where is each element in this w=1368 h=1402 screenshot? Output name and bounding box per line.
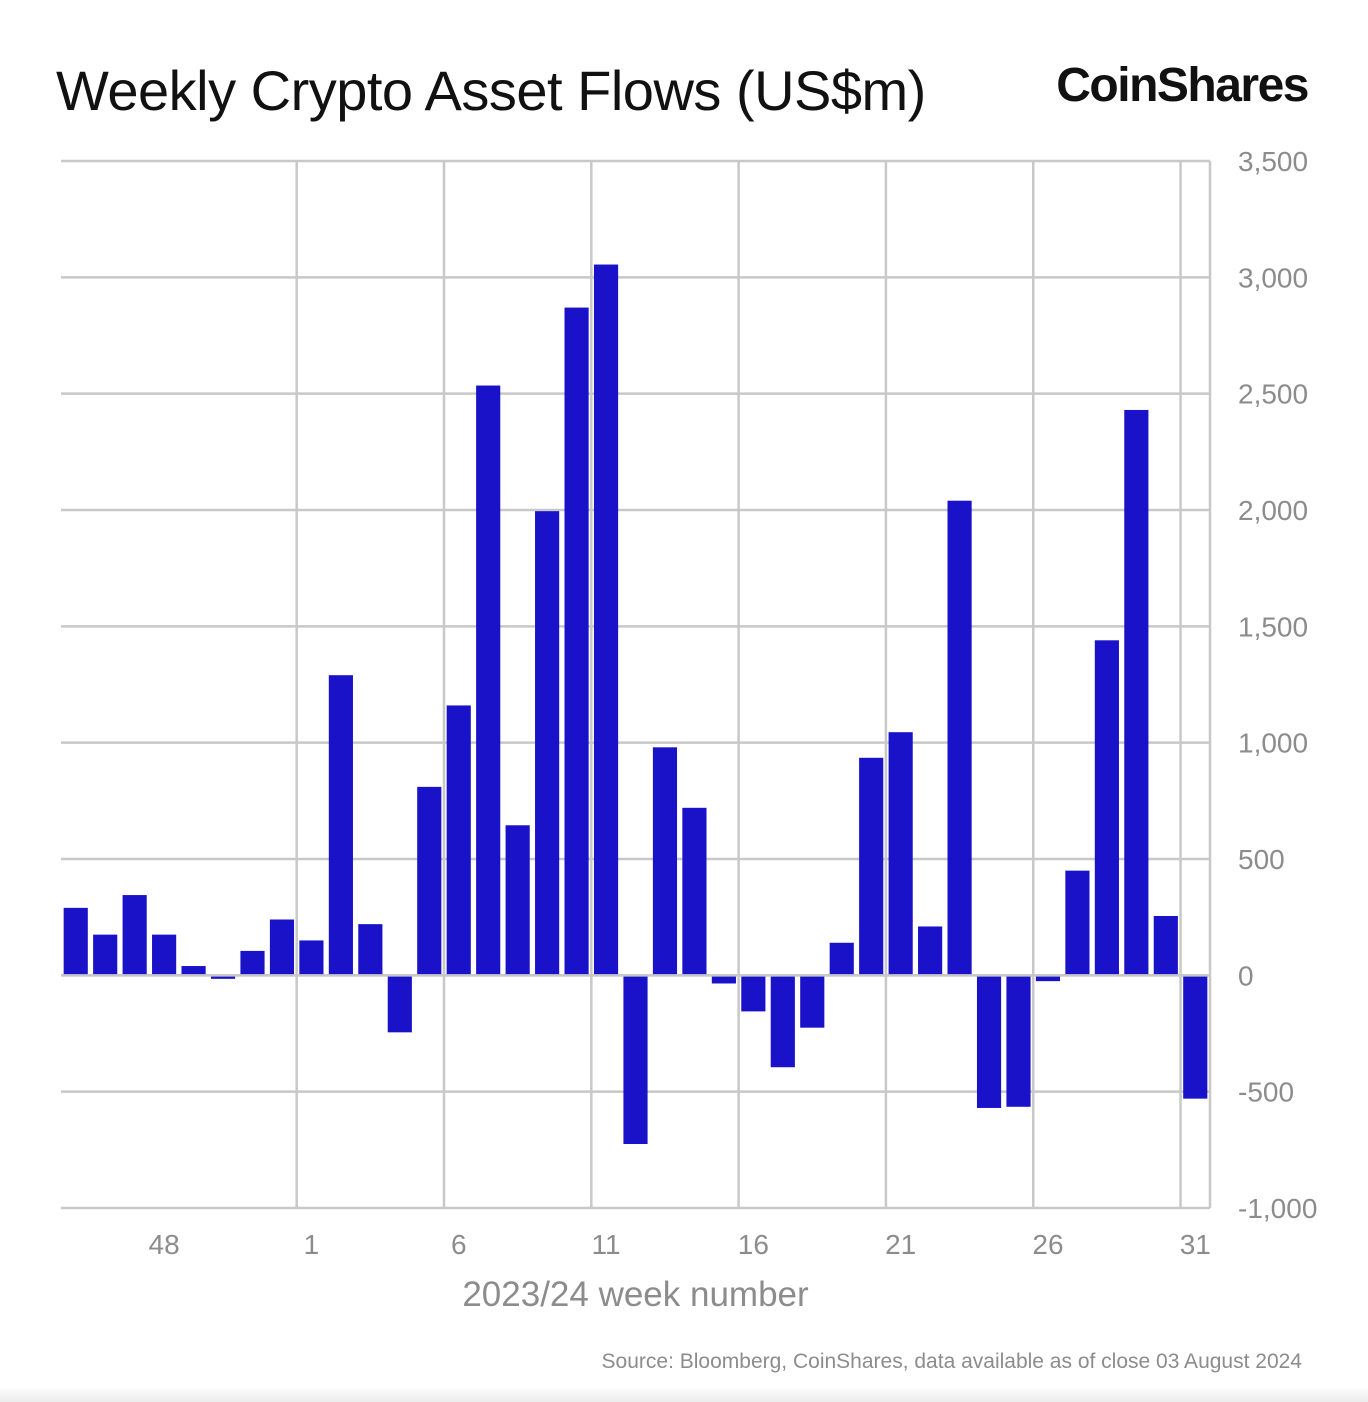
bar-week-1 — [299, 940, 324, 976]
bar-week-28 — [1094, 640, 1119, 976]
bar-week-3 — [358, 924, 383, 976]
bar-week-5 — [417, 786, 442, 976]
bar-week-8 — [505, 825, 530, 976]
bar-week-50 — [210, 975, 236, 979]
axes — [61, 161, 1212, 1208]
x-tick-labels: 48 1 6 11 16 21 26 31 — [149, 1229, 1211, 1260]
bar-week-19 — [829, 942, 854, 976]
x-tick-label: 1 — [304, 1229, 320, 1260]
source-note: Source: Bloomberg, CoinShares, data avai… — [601, 1350, 1302, 1373]
bar-week-10 — [564, 307, 589, 976]
bar-week-27 — [1065, 870, 1090, 976]
bar-week-31 — [1183, 975, 1208, 1099]
x-tick-label: 11 — [591, 1229, 620, 1260]
coinshares-logo: CoinShares — [1056, 59, 1309, 112]
bar-week-29 — [1124, 409, 1149, 976]
chart-title: Weekly Crypto Asset Flows (US$m) — [56, 59, 926, 122]
bar-week-24 — [976, 975, 1002, 1108]
bar-week-17 — [770, 975, 795, 1068]
bottom-edge-shadow — [0, 1386, 1368, 1402]
y-tick-label: 0 — [1238, 960, 1254, 991]
bar-week-18 — [800, 975, 825, 1028]
x-tick-label: 21 — [885, 1229, 916, 1260]
bar-week-12 — [623, 975, 648, 1145]
x-tick-label: 31 — [1180, 1229, 1211, 1260]
bar-week-23 — [947, 500, 972, 976]
bar-week-9 — [535, 511, 560, 976]
x-tick-label: 26 — [1032, 1229, 1063, 1260]
bar-week-7 — [476, 385, 501, 976]
bar-week-6 — [446, 705, 471, 976]
bar-week-52 — [269, 919, 295, 976]
bar-week-46 — [93, 934, 118, 976]
bar-week-16 — [741, 975, 766, 1012]
bar-week-48 — [152, 934, 177, 976]
bar-week-4 — [387, 975, 412, 1033]
bar-week-15 — [711, 975, 736, 984]
x-tick-label: 48 — [149, 1229, 180, 1260]
bar-week-49 — [181, 966, 206, 976]
bar-week-20 — [859, 757, 884, 976]
bar-week-2 — [328, 675, 353, 976]
bar-week-14 — [682, 807, 707, 976]
y-tick-label: -1,000 — [1238, 1193, 1317, 1224]
bar-week-25 — [1006, 975, 1031, 1107]
bar-week-22 — [918, 926, 943, 976]
x-tick-label: 16 — [738, 1229, 769, 1260]
bar-week-26 — [1035, 975, 1061, 982]
x-axis-label: 2023/24 week number — [462, 1275, 809, 1314]
bar-week-30 — [1153, 916, 1178, 976]
bar-week-13 — [652, 747, 678, 976]
bar-week-47 — [122, 895, 147, 976]
bar-chart: 3,500 3,000 2,500 2,000 1,500 1,000 500 0 -500 -1… — [61, 146, 1317, 1314]
y-tick-label: 500 — [1238, 844, 1285, 875]
y-tick-label: -500 — [1238, 1077, 1294, 1108]
bars — [63, 264, 1208, 1145]
y-tick-label: 2,500 — [1238, 379, 1308, 410]
y-tick-label: 2,000 — [1238, 495, 1308, 526]
bar-week-11 — [593, 264, 619, 976]
y-tick-labels: 3,500 3,000 2,500 2,000 1,500 1,000 500 0 -500 -1… — [1238, 146, 1317, 1224]
y-tick-label: 1,000 — [1238, 728, 1308, 759]
y-tick-label: 3,000 — [1238, 262, 1308, 293]
y-tick-label: 3,500 — [1238, 146, 1308, 177]
bar-week-45 — [63, 907, 88, 976]
y-tick-label: 1,500 — [1238, 611, 1308, 642]
bar-week-21 — [888, 732, 913, 976]
bar-week-51 — [240, 950, 265, 976]
x-tick-label: 6 — [451, 1229, 467, 1260]
